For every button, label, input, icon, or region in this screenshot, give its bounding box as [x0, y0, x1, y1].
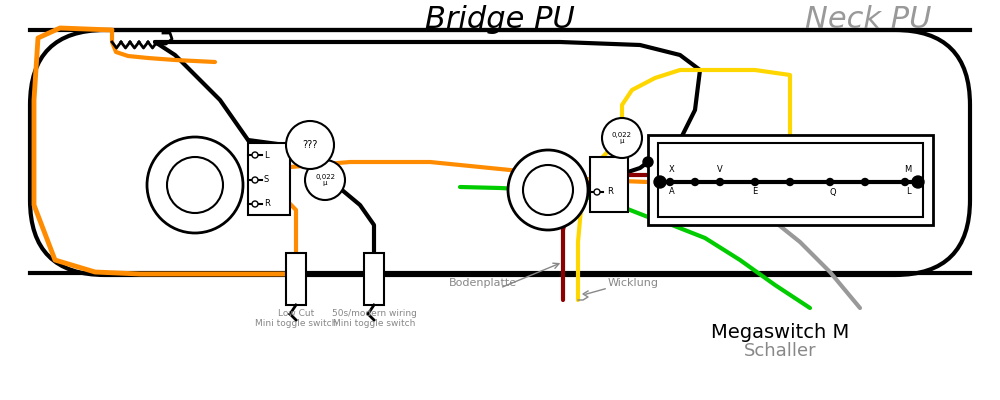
Circle shape — [654, 176, 666, 188]
Text: V: V — [717, 166, 723, 174]
Circle shape — [716, 178, 724, 186]
Bar — [648, 135, 933, 225]
FancyBboxPatch shape — [30, 30, 970, 275]
Circle shape — [862, 178, 868, 186]
Text: ???: ??? — [302, 140, 318, 150]
Text: Bridge PU: Bridge PU — [425, 5, 575, 34]
Text: E: E — [752, 188, 758, 196]
Circle shape — [508, 150, 588, 230]
Circle shape — [252, 152, 258, 158]
Text: Low Cut
Mini toggle switch: Low Cut Mini toggle switch — [255, 309, 337, 328]
Circle shape — [167, 157, 223, 213]
Circle shape — [786, 178, 794, 186]
Circle shape — [643, 157, 653, 167]
Text: 50s/modern wiring
Mini toggle switch: 50s/modern wiring Mini toggle switch — [332, 309, 416, 328]
Text: X: X — [669, 166, 675, 174]
Text: 0,022
µ: 0,022 µ — [315, 174, 335, 186]
Circle shape — [252, 201, 258, 207]
Bar — [248, 143, 290, 215]
Circle shape — [902, 178, 908, 186]
Circle shape — [594, 189, 600, 195]
Text: M: M — [904, 166, 912, 174]
Text: 0,022
µ: 0,022 µ — [612, 132, 632, 144]
Circle shape — [826, 178, 834, 186]
Text: Q: Q — [830, 188, 836, 196]
Circle shape — [912, 176, 924, 188]
Text: S: S — [264, 176, 269, 184]
Text: Neck PU: Neck PU — [805, 5, 931, 34]
Text: R: R — [607, 188, 613, 196]
Text: L: L — [264, 150, 269, 160]
Circle shape — [752, 178, 759, 186]
Circle shape — [252, 177, 258, 183]
Text: A: A — [669, 188, 675, 196]
Circle shape — [147, 137, 243, 233]
Text: Bodenplatte: Bodenplatte — [449, 278, 517, 288]
Circle shape — [305, 160, 345, 200]
Bar — [286, 253, 306, 305]
Bar — [658, 143, 923, 217]
Circle shape — [666, 178, 674, 186]
Text: Wicklung: Wicklung — [608, 278, 659, 288]
Circle shape — [692, 178, 698, 186]
Circle shape — [286, 121, 334, 169]
Circle shape — [602, 118, 642, 158]
Text: L: L — [906, 188, 910, 196]
Text: Schaller: Schaller — [744, 342, 816, 360]
Bar — [590, 157, 628, 212]
Circle shape — [523, 165, 573, 215]
Bar — [364, 253, 384, 305]
Text: Megaswitch M: Megaswitch M — [711, 323, 849, 342]
Text: R: R — [264, 200, 270, 208]
